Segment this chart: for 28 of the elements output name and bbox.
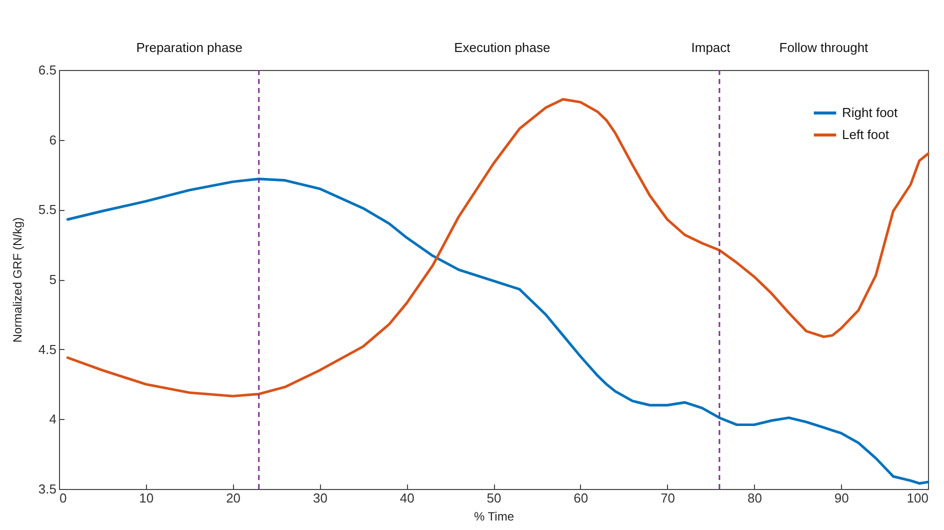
y-axis-title: Normalized GRF (N/kg)	[10, 217, 24, 343]
y-tick-label: 4.5	[38, 342, 56, 357]
x-tick-label: 30	[312, 490, 328, 506]
line-series	[66, 178, 930, 485]
x-tick-label: 20	[226, 490, 241, 506]
y-tick-label: 4	[49, 412, 56, 427]
x-tick-label: 50	[486, 490, 502, 506]
x-tick-label: 0	[60, 490, 67, 506]
y-tick-label: 3.5	[38, 482, 56, 496]
x-tick-label: 40	[400, 490, 414, 506]
x-tick-label: 100	[906, 490, 928, 506]
x-tick-label: 90	[834, 490, 849, 506]
y-tick-label: 6	[49, 132, 56, 148]
x-tick-label: 60	[574, 490, 588, 506]
y-tick-label: 5	[49, 272, 56, 287]
line-series	[66, 98, 930, 398]
y-tick-label: 5.5	[38, 202, 56, 218]
legend-label: Left foot	[842, 127, 890, 142]
text: Execution phase	[454, 40, 550, 55]
x-tick-label: 10	[139, 490, 154, 506]
text: Impact	[691, 40, 731, 55]
x-tick-label: 80	[747, 490, 762, 506]
y-tick-label: 6.5	[38, 62, 56, 78]
legend-label: Right foot	[842, 105, 898, 120]
text: Preparation phase	[136, 40, 242, 55]
x-axis-title: % Time	[474, 510, 514, 524]
x-tick-label: 70	[660, 490, 676, 506]
text: Follow throught	[779, 40, 869, 55]
